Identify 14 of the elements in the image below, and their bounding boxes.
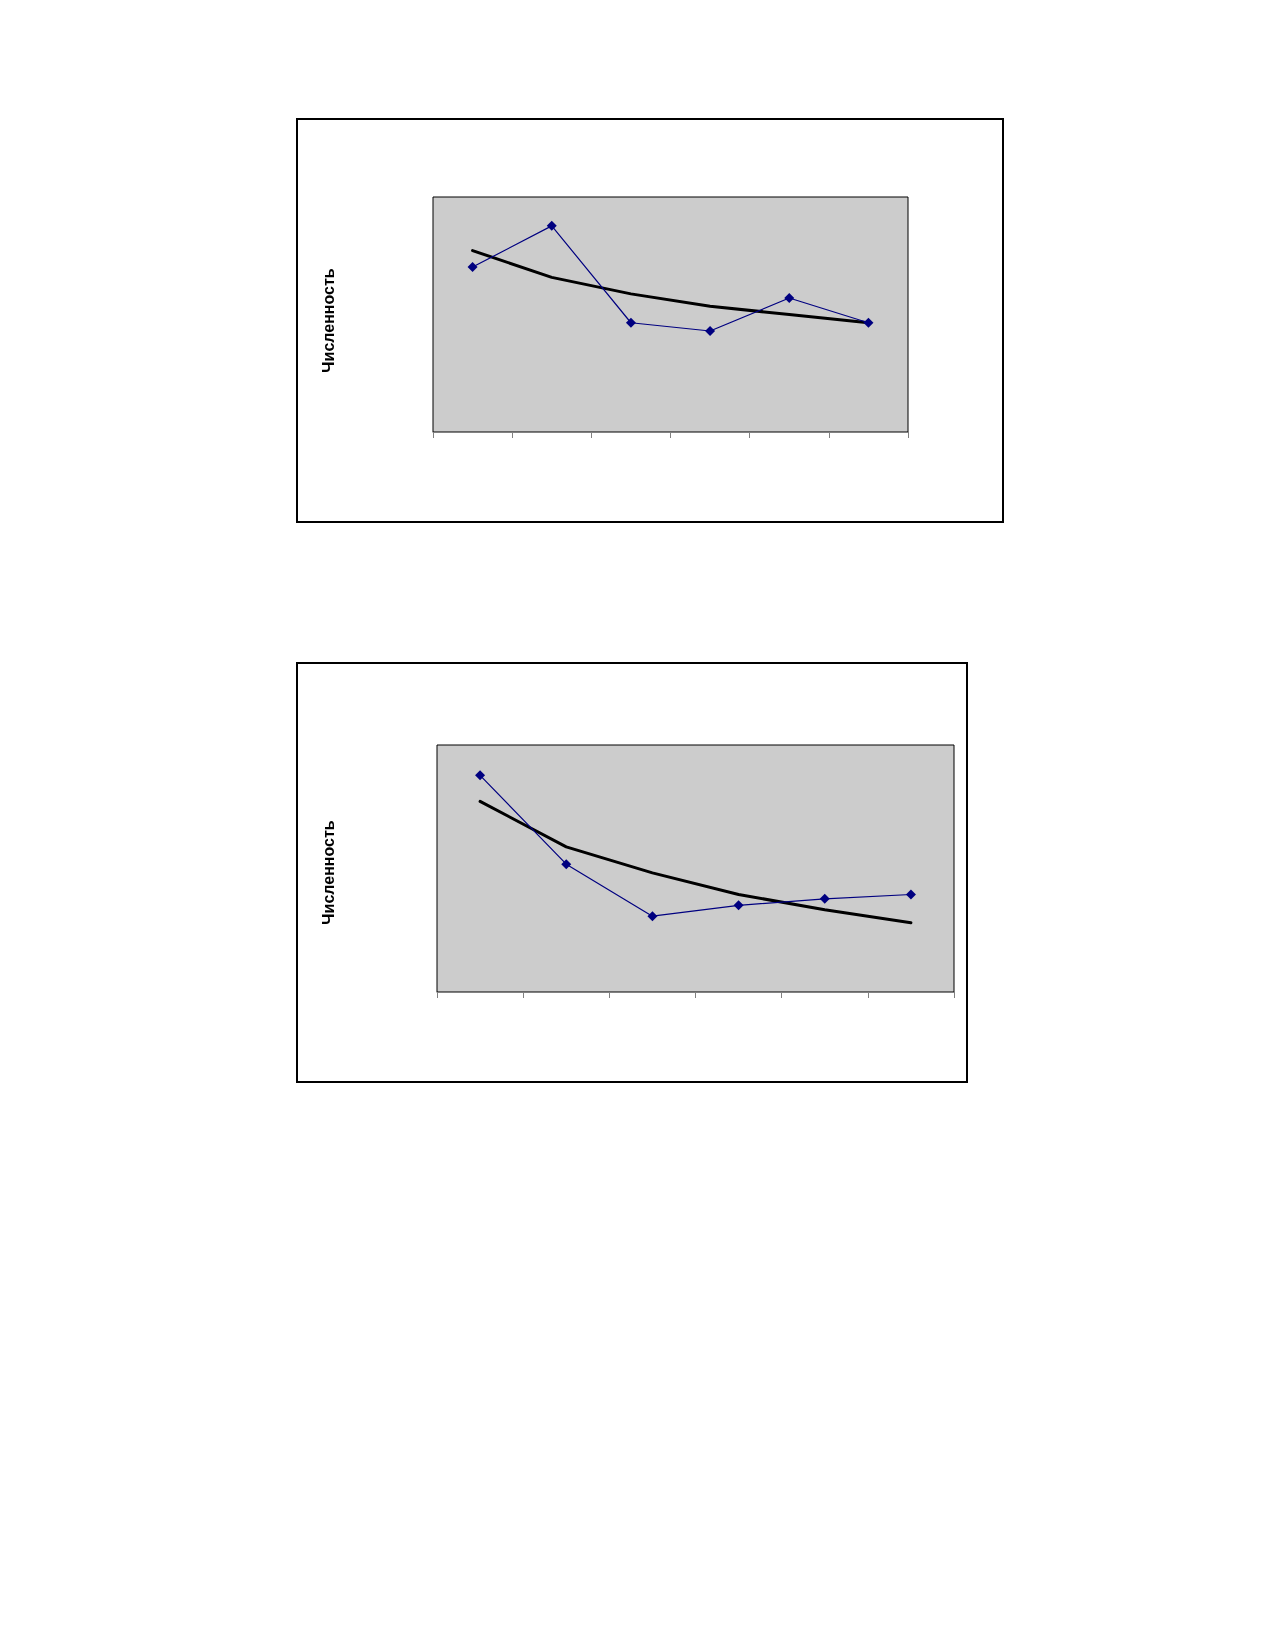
y-axis-title: Численность (319, 820, 337, 925)
point (819, 893, 830, 904)
point (905, 889, 916, 900)
point (705, 325, 716, 336)
point (784, 293, 795, 304)
point (647, 911, 658, 922)
point (467, 262, 478, 273)
point (733, 900, 744, 911)
point (546, 220, 557, 231)
point (625, 317, 636, 328)
y-axis-title: Численность (319, 268, 337, 373)
point (561, 859, 572, 870)
point (863, 317, 874, 328)
point (475, 770, 486, 781)
